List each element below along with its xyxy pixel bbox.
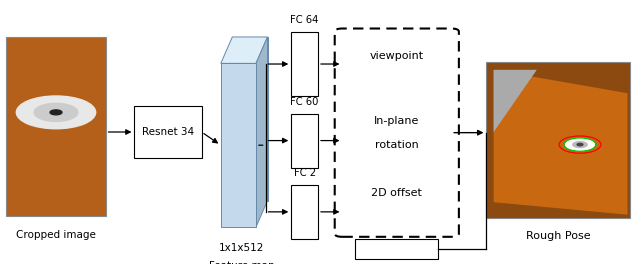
- Text: Feature map: Feature map: [209, 261, 275, 264]
- Text: FC 64: FC 64: [291, 15, 319, 25]
- Circle shape: [17, 96, 96, 129]
- Bar: [291, 185, 318, 239]
- Text: 2D offset: 2D offset: [371, 188, 422, 198]
- Polygon shape: [221, 37, 268, 63]
- Bar: [355, 239, 438, 259]
- Polygon shape: [256, 37, 268, 227]
- Bar: [134, 106, 202, 158]
- Bar: [486, 62, 630, 218]
- Text: FC 2: FC 2: [294, 168, 316, 178]
- Text: viewpoint: viewpoint: [370, 51, 424, 61]
- Bar: [6, 37, 106, 216]
- Polygon shape: [493, 70, 627, 215]
- Circle shape: [577, 143, 583, 146]
- Bar: [291, 32, 318, 96]
- Text: rotation: rotation: [375, 140, 419, 150]
- Text: 1x1x512: 1x1x512: [219, 243, 264, 253]
- Circle shape: [50, 110, 62, 115]
- Text: In-plane: In-plane: [374, 116, 419, 126]
- Circle shape: [566, 139, 595, 150]
- Text: Resnet 34: Resnet 34: [142, 127, 194, 137]
- Polygon shape: [493, 70, 537, 132]
- Text: Rough Pose: Rough Pose: [526, 231, 591, 241]
- Circle shape: [573, 142, 588, 148]
- Polygon shape: [232, 37, 268, 201]
- Text: depth: depth: [381, 244, 413, 254]
- Circle shape: [34, 103, 78, 121]
- Text: FC 60: FC 60: [291, 97, 319, 107]
- Text: Cropped image: Cropped image: [16, 230, 96, 240]
- Bar: [291, 114, 318, 168]
- Polygon shape: [221, 63, 256, 227]
